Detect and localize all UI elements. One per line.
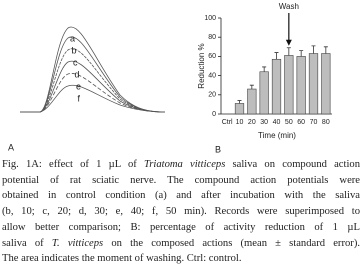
bar — [247, 88, 257, 115]
y-tick-label: 40 — [208, 72, 216, 79]
caption-line: allow better comparison; B: percentage o… — [2, 220, 360, 236]
trace — [20, 60, 166, 113]
x-tick-label: 60 — [297, 119, 305, 126]
trace — [20, 73, 166, 113]
trace-label: c — [73, 57, 78, 67]
error-bar — [274, 52, 279, 60]
y-axis-label: Reduction % — [197, 43, 206, 88]
caption-text: allow better comparison; B: percentage o… — [2, 221, 360, 233]
caption-text: The area indicates the moment of washing… — [2, 253, 242, 265]
bar — [284, 55, 294, 115]
y-tick-label: 0 — [212, 111, 216, 118]
caption-text: Fig. 1A: effect of 1 µL of — [2, 159, 144, 170]
caption-text: potential of rat sciatic nerve. The comp… — [2, 174, 360, 186]
caption-line: Fig. 1A: effect of 1 µL of Triatoma vitt… — [2, 157, 360, 173]
caption-text: on the composed actions (mean ± standard… — [103, 237, 360, 249]
trace-label: d — [75, 69, 80, 79]
caption-text: Triatoma vitticeps — [144, 159, 226, 170]
y-tick-label: 60 — [208, 53, 216, 60]
caption-text: obtained in control condition (a) and af… — [2, 190, 360, 202]
error-bar — [286, 47, 291, 56]
trace-label: f — [78, 93, 81, 103]
trace-label: e — [76, 81, 81, 91]
bar — [308, 53, 319, 115]
caption-line: (b, 10; c, 20; d, 30; e, 40; f, 50 min).… — [2, 204, 360, 220]
error-bar — [237, 100, 242, 104]
x-tick-label: 10 — [236, 119, 244, 126]
x-tick-label: 50 — [285, 119, 293, 126]
error-bar — [249, 84, 254, 90]
panel-label: A — [8, 142, 14, 152]
y-tick-label: 80 — [208, 34, 216, 41]
caption-line: The area indicates the moment of washing… — [2, 251, 360, 267]
caption-text: T. vitticeps — [51, 237, 104, 249]
error-bar — [262, 66, 267, 72]
x-tick-label: 20 — [248, 119, 256, 126]
caption-line: potential of rat sciatic nerve. The comp… — [2, 173, 360, 189]
traces — [20, 26, 166, 113]
bar — [234, 103, 245, 115]
annotation-arrowhead — [285, 39, 292, 46]
error-bar — [323, 46, 328, 54]
x-tick-label: Ctrl — [222, 119, 233, 126]
trace-label: a — [70, 33, 75, 43]
caption-text: saliva of — [2, 237, 52, 249]
trace — [20, 36, 166, 113]
trace — [20, 26, 166, 113]
bar — [296, 56, 306, 115]
x-tick-label: 70 — [310, 119, 318, 126]
trace-label: b — [72, 45, 77, 55]
bar — [321, 53, 331, 115]
panel-label: B — [215, 144, 221, 154]
bar — [259, 71, 269, 115]
x-tick-label: 40 — [273, 119, 281, 126]
caption-text: saliva on compound action — [225, 159, 360, 170]
error-bar — [311, 45, 316, 54]
bar — [271, 58, 282, 115]
caption-line: obtained in control condition (a) and af… — [2, 188, 360, 204]
annotation: Wash — [279, 2, 299, 11]
y-tick-label: 100 — [204, 15, 216, 22]
trace — [20, 84, 166, 113]
error-bar — [299, 50, 304, 57]
caption-line: saliva of T. vitticeps on the composed a… — [2, 236, 360, 252]
y-tick-label: 20 — [208, 92, 216, 99]
caption-text: (b, 10; c, 20; d, 30; e, 40; f, 50 min).… — [2, 206, 360, 218]
caption: Fig. 1A: effect of 1 µL of Triatoma vitt… — [2, 157, 360, 267]
x-tick-label: 80 — [322, 119, 330, 126]
x-axis-label: Time (min) — [258, 131, 296, 140]
x-tick-label: 30 — [260, 119, 268, 126]
